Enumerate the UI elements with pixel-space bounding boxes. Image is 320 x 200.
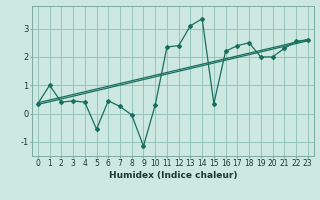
X-axis label: Humidex (Indice chaleur): Humidex (Indice chaleur)	[108, 171, 237, 180]
